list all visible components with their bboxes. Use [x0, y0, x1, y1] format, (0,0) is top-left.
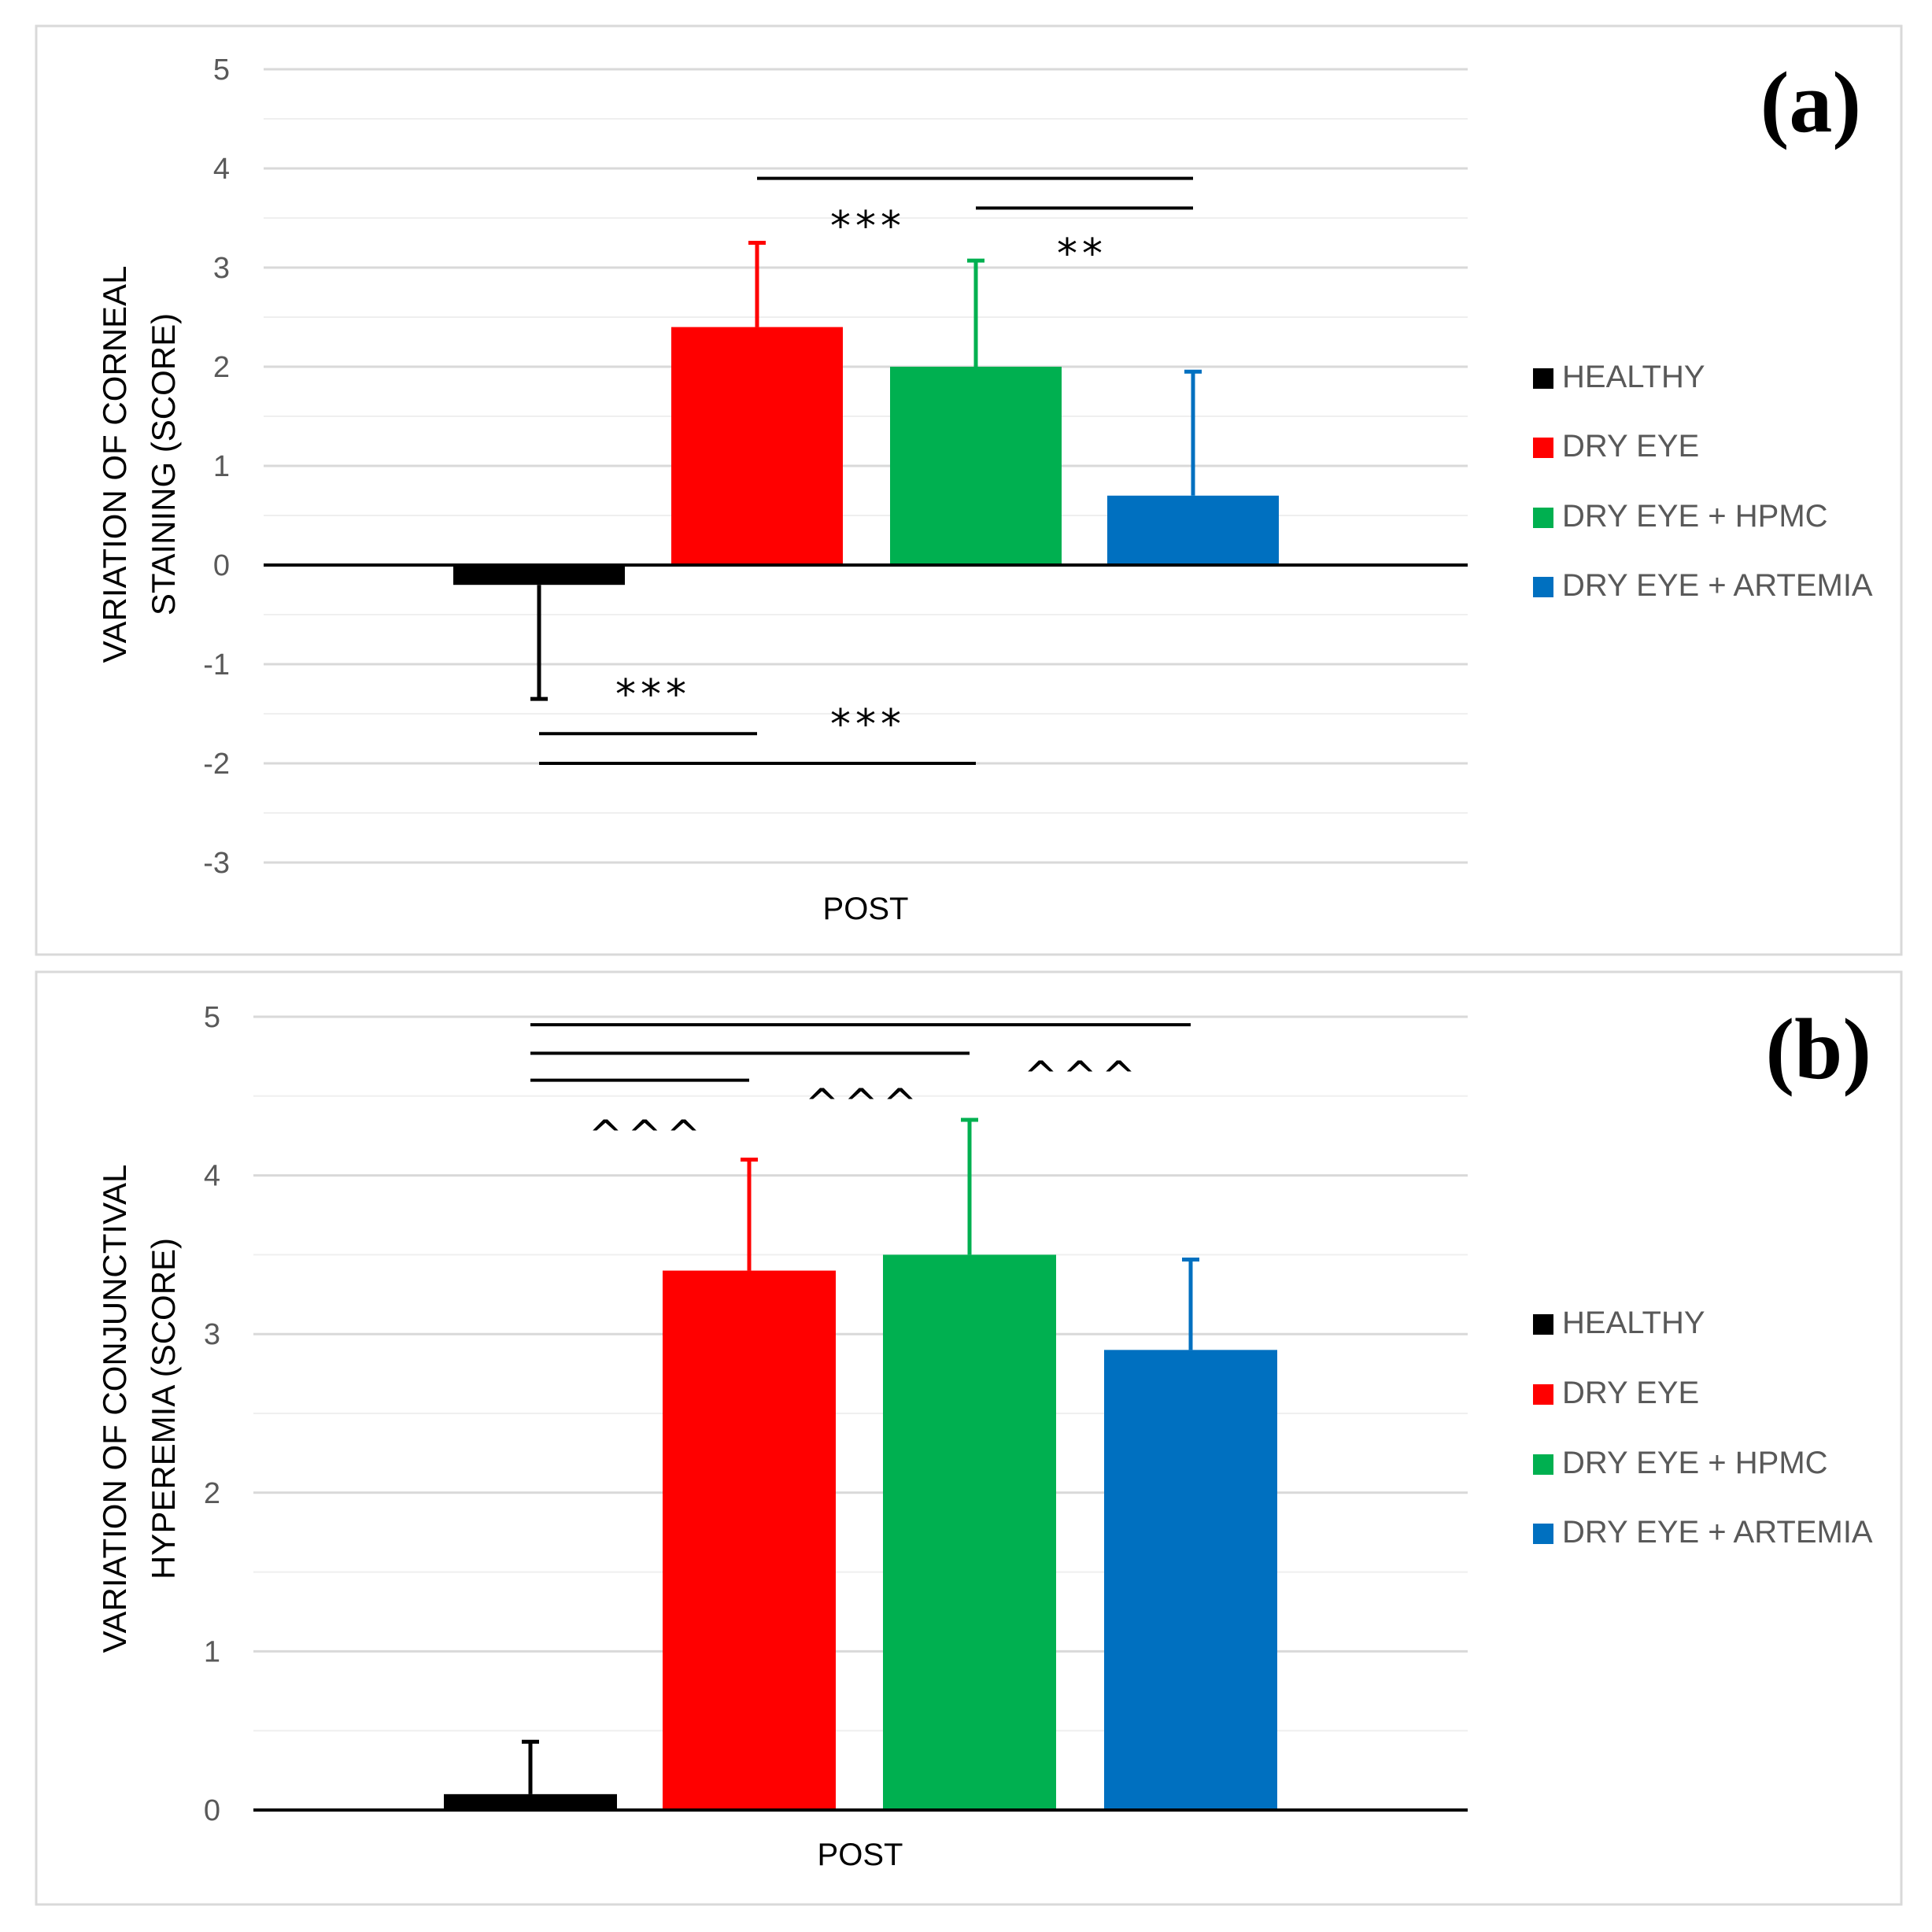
- significance-label: ***: [830, 203, 906, 250]
- bar-dry-eye-hpmc: [883, 1254, 1056, 1810]
- error-bar-healthy: [530, 585, 548, 701]
- legend-item-dry-eye: DRY EYE: [1533, 429, 1699, 464]
- error-bar-dry-eye: [741, 1157, 758, 1271]
- panel-b-legend: HEALTHY DRY EYE DRY EYE + HPMC DRY EYE + AR…: [1533, 1306, 1873, 1550]
- legend-label: DRY EYE + HPMC: [1562, 499, 1828, 534]
- y-tick-label: -2: [203, 748, 230, 781]
- significance-label: **: [1057, 231, 1107, 278]
- panel-b-bars: [253, 1254, 1468, 1812]
- bar-dry-eye-hpmc: [890, 367, 1062, 565]
- legend-item-dry-eye: DRY EYE: [1533, 1376, 1699, 1410]
- y-tick-label: 5: [213, 54, 230, 87]
- y-tick-label: 5: [204, 1001, 220, 1034]
- significance-label: ***: [615, 671, 691, 718]
- panel-b-x-category-label: POST: [818, 1838, 903, 1872]
- legend-swatch: [1533, 1454, 1553, 1475]
- y-tick-label: 0: [213, 549, 230, 582]
- legend-item-healthy: HEALTHY: [1533, 1306, 1705, 1340]
- panel-a-y-tick-labels: 5 4 3 2 1 0 -1 -2 -3: [203, 54, 230, 880]
- panel-a-bars: [264, 327, 1468, 586]
- panel-b-significance: ^^^ ^^^ ^^^: [530, 1023, 1191, 1159]
- legend-swatch: [1533, 508, 1553, 528]
- legend-item-healthy: HEALTHY: [1533, 360, 1705, 394]
- y-tick-label: 3: [204, 1318, 220, 1351]
- legend-label: DRY EYE: [1562, 1376, 1699, 1410]
- legend-swatch: [1533, 577, 1553, 597]
- y-tick-label: 4: [204, 1160, 220, 1193]
- panel-b-y-axis-label-line1: VARIATION OF CONJUNCTIVAL: [96, 1165, 133, 1653]
- y-tick-label: -3: [203, 847, 230, 880]
- legend-swatch: [1533, 368, 1553, 389]
- panel-a-y-axis-label-line1: VARIATION OF CORNEAL: [96, 266, 133, 663]
- error-bar-healthy: [522, 1739, 539, 1794]
- panel-a-y-axis-label-line2: STAINING (SCORE): [145, 313, 182, 615]
- panel-b-y-axis-label-line2: HYPEREMIA (SCORE): [145, 1238, 182, 1579]
- legend-swatch: [1533, 1384, 1553, 1405]
- legend-swatch: [1533, 438, 1553, 458]
- y-tick-label: 2: [213, 351, 230, 384]
- bar-healthy: [453, 565, 625, 586]
- legend-swatch: [1533, 1524, 1553, 1544]
- panel-a-significance: ***********: [539, 176, 1193, 765]
- legend-item-dry-eye-artemia: DRY EYE + ARTEMIA: [1533, 1515, 1873, 1550]
- significance-label: ^^^: [589, 1112, 706, 1159]
- bar-dry-eye-artemia: [1104, 1350, 1277, 1810]
- panel-b: ^^^ ^^^ ^^^ 5 4 3 2 1 0 HEALTHY DRY EYE DRY EYE +…: [35, 970, 1903, 1906]
- significance-label: ^^^: [805, 1081, 922, 1128]
- panel-b-y-tick-labels: 5 4 3 2 1 0: [204, 1001, 220, 1827]
- significance-label: ***: [830, 701, 906, 748]
- legend-item-dry-eye-artemia: DRY EYE + ARTEMIA: [1533, 568, 1873, 603]
- bar-dry-eye: [671, 327, 843, 565]
- panel-a-error-bars: [530, 241, 1202, 701]
- panel-b-label: (b): [1766, 1001, 1871, 1097]
- panel-a-x-category-label: POST: [823, 892, 909, 926]
- y-tick-label: 2: [204, 1477, 220, 1510]
- legend-label: DRY EYE + HPMC: [1562, 1446, 1828, 1480]
- significance-label: ^^^: [1024, 1053, 1141, 1100]
- legend-label: DRY EYE: [1562, 429, 1699, 464]
- legend-label: DRY EYE + ARTEMIA: [1562, 1515, 1873, 1550]
- legend-label: HEALTHY: [1562, 360, 1705, 394]
- y-tick-label: 4: [213, 153, 230, 186]
- y-tick-label: 1: [204, 1635, 220, 1668]
- panel-a-label: (a): [1760, 54, 1861, 150]
- y-tick-label: 1: [213, 450, 230, 483]
- error-bar-dry-eye-artemia: [1182, 1257, 1199, 1350]
- panel-b-error-bars: [522, 1117, 1199, 1794]
- error-bar-dry-eye-hpmc: [967, 258, 984, 367]
- legend-item-dry-eye-hpmc: DRY EYE + HPMC: [1533, 1446, 1828, 1480]
- bar-dry-eye: [663, 1270, 836, 1810]
- legend-swatch: [1533, 1314, 1553, 1335]
- error-bar-dry-eye-hpmc: [961, 1117, 978, 1255]
- y-tick-label: 0: [204, 1794, 220, 1827]
- legend-item-dry-eye-hpmc: DRY EYE + HPMC: [1533, 499, 1828, 534]
- bar-healthy: [444, 1793, 617, 1810]
- y-tick-label: -1: [203, 648, 230, 682]
- error-bar-dry-eye-artemia: [1184, 369, 1202, 496]
- panel-a-legend: HEALTHY DRY EYE DRY EYE + HPMC DRY EYE + AR…: [1533, 360, 1873, 603]
- legend-label: HEALTHY: [1562, 1306, 1705, 1340]
- legend-label: DRY EYE + ARTEMIA: [1562, 568, 1873, 603]
- error-bar-dry-eye: [748, 241, 766, 327]
- y-tick-label: 3: [213, 252, 230, 285]
- bar-dry-eye-artemia: [1107, 495, 1279, 565]
